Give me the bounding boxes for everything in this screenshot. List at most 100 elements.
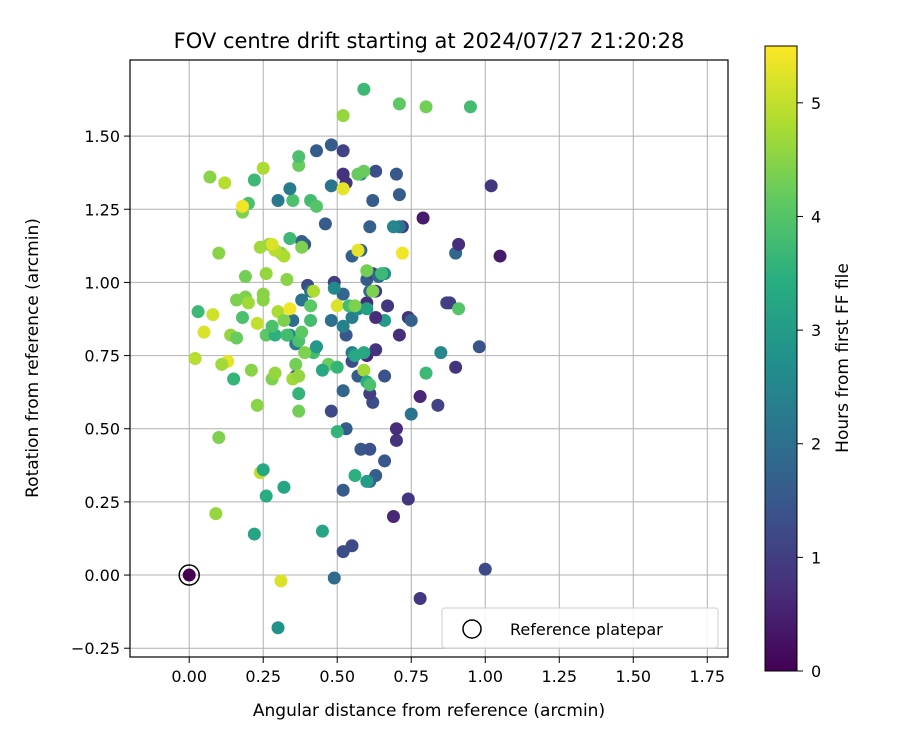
data-point — [330, 299, 344, 313]
chart-title: FOV centre drift starting at 2024/07/27 … — [174, 29, 685, 53]
data-point — [292, 387, 306, 401]
colorbar-tick-label: 3 — [811, 321, 821, 340]
colorbar: 0 1 2 3 4 5 Hours from first FF file — [764, 45, 853, 681]
data-point — [250, 316, 264, 330]
y-tick-label: −0.25 — [71, 639, 120, 658]
data-point — [277, 313, 291, 327]
data-point — [348, 299, 362, 313]
data-point — [348, 349, 362, 363]
colorbar-ticks: 0 1 2 3 4 5 — [797, 94, 821, 681]
data-point — [386, 510, 400, 524]
data-point — [378, 369, 392, 383]
data-point — [324, 404, 338, 418]
data-point — [289, 357, 303, 371]
y-tick-label: 0.00 — [84, 566, 120, 585]
data-point — [247, 173, 261, 187]
data-point — [357, 82, 371, 96]
data-point — [286, 193, 300, 207]
data-points — [178, 82, 507, 635]
data-point — [304, 299, 318, 313]
data-point — [298, 346, 312, 360]
data-point — [416, 211, 430, 225]
data-point — [277, 480, 291, 494]
x-tick-label: 0.00 — [171, 667, 207, 686]
data-point — [330, 360, 344, 374]
data-point — [389, 167, 403, 181]
data-point — [327, 571, 341, 585]
data-point — [274, 574, 288, 588]
data-point — [434, 346, 448, 360]
data-point — [280, 328, 294, 342]
data-point — [265, 319, 279, 333]
data-point — [419, 366, 433, 380]
data-point — [392, 97, 406, 111]
data-point — [256, 463, 270, 477]
x-tick-label: 0.75 — [393, 667, 429, 686]
data-point — [478, 562, 492, 576]
data-point — [227, 372, 241, 386]
x-tick-label: 1.00 — [467, 667, 503, 686]
colorbar-tick-label: 0 — [811, 662, 821, 681]
data-point — [330, 425, 344, 439]
data-point — [336, 545, 350, 559]
data-point — [389, 433, 403, 447]
data-point — [253, 240, 267, 254]
x-axis-label: Angular distance from reference (arcmin) — [253, 701, 605, 721]
reference-point — [182, 568, 196, 582]
data-point — [209, 507, 223, 521]
data-point — [413, 390, 427, 404]
data-point — [336, 319, 350, 333]
data-point — [449, 360, 463, 374]
data-point — [212, 246, 226, 260]
data-point — [247, 527, 261, 541]
data-point — [315, 524, 329, 538]
legend-label-reference: Reference platepar — [510, 620, 663, 639]
data-point — [283, 232, 297, 246]
data-point — [324, 179, 338, 193]
legend-box — [441, 607, 719, 649]
data-point — [369, 311, 383, 325]
x-tick-label: 1.75 — [689, 667, 725, 686]
data-point — [286, 313, 300, 327]
data-point — [271, 193, 285, 207]
colorbar-tick-label: 4 — [811, 207, 821, 226]
data-point — [336, 144, 350, 158]
legend-marker-reference — [462, 619, 482, 639]
data-point — [366, 284, 380, 298]
data-point — [378, 454, 392, 468]
data-point — [324, 313, 338, 327]
data-point — [493, 249, 507, 263]
data-point — [413, 591, 427, 605]
data-point — [351, 243, 365, 257]
data-point — [357, 164, 371, 178]
data-point — [463, 100, 477, 114]
y-tick-label: 1.50 — [84, 127, 120, 146]
data-point — [360, 302, 374, 316]
data-point — [336, 182, 350, 196]
data-point — [241, 296, 255, 310]
data-point — [318, 217, 332, 231]
grid — [130, 60, 728, 657]
data-point — [212, 431, 226, 445]
data-point — [244, 363, 258, 377]
data-point — [235, 199, 249, 213]
data-point — [259, 489, 273, 503]
data-point — [280, 272, 294, 286]
data-point — [256, 161, 270, 175]
x-tick-label: 0.25 — [245, 667, 281, 686]
data-point — [206, 308, 220, 322]
data-point — [215, 357, 229, 371]
data-point — [218, 176, 232, 190]
data-point — [389, 422, 403, 436]
axis-ticks: 0.00 0.25 0.50 0.75 1.00 1.25 1.50 1.75 −0.25 0.0… — [71, 127, 725, 686]
data-point — [484, 179, 498, 193]
data-point — [256, 287, 270, 301]
x-tick-label: 1.50 — [615, 667, 651, 686]
data-point — [336, 167, 350, 181]
colorbar-label: Hours from first FF file — [833, 263, 853, 453]
data-point — [235, 311, 249, 325]
data-point — [292, 369, 306, 383]
data-point — [431, 398, 445, 412]
data-point — [360, 264, 374, 278]
